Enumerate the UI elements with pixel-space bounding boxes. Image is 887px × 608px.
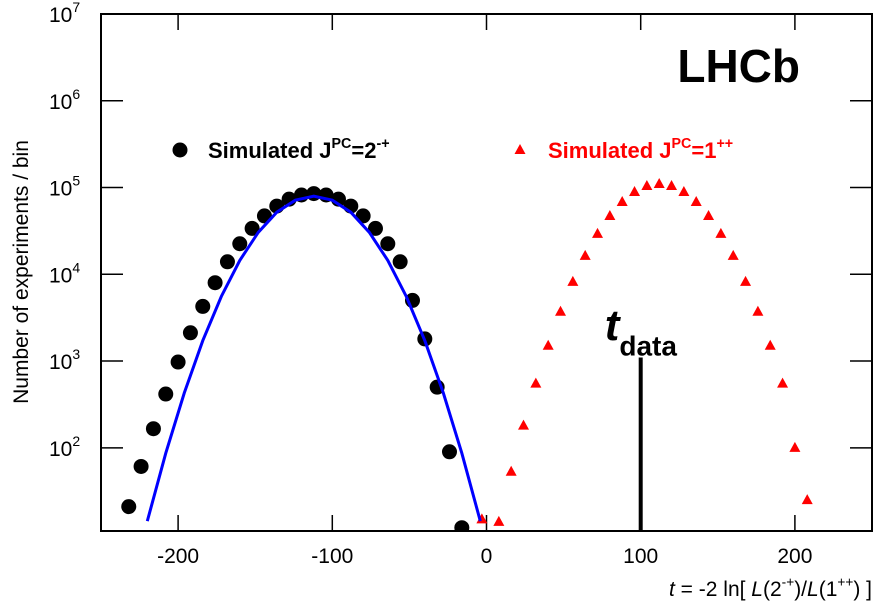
data-point <box>616 196 628 207</box>
chart-title: LHCb <box>677 40 800 92</box>
legend-label: Simulated JPC=1++ <box>548 136 733 163</box>
data-point <box>801 494 813 505</box>
legend-marker <box>514 144 526 154</box>
data-point <box>703 209 715 220</box>
plot-area <box>121 177 813 531</box>
data-point <box>567 275 579 286</box>
y-tick-base: 10 <box>49 4 72 27</box>
data-point <box>715 227 727 238</box>
data-point <box>690 196 702 207</box>
y-tick-exponent: 3 <box>72 346 80 362</box>
data-point <box>653 177 665 188</box>
text-part: data <box>619 330 677 361</box>
text-part: -+ <box>376 136 389 152</box>
text-part: Simulated J <box>208 138 331 163</box>
data-point <box>195 298 211 314</box>
y-tick-base: 10 <box>49 438 72 461</box>
data-point <box>145 421 161 437</box>
data-point <box>454 520 470 531</box>
x-axis-label: t = -2 ln[ L(2-+)/L(1++) ] <box>669 575 872 601</box>
y-tick-exponent: 5 <box>72 173 80 189</box>
y-tick-label: 107 <box>49 0 80 27</box>
x-tick-label: 100 <box>623 545 658 568</box>
y-tick-base: 10 <box>49 91 72 114</box>
data-point <box>789 441 801 452</box>
data-point <box>666 180 678 191</box>
data-point <box>182 325 198 341</box>
data-point <box>121 499 137 515</box>
text-part: t <box>669 578 676 601</box>
y-tick-label: 102 <box>49 433 80 461</box>
text-part: PC <box>671 136 691 152</box>
y-axis-label: Number of experiments / bin <box>10 140 33 404</box>
text-part: (1 <box>819 578 838 601</box>
data-point <box>133 458 149 474</box>
data-point <box>158 386 174 402</box>
data-point <box>740 275 752 286</box>
data-point <box>604 209 616 220</box>
data-point <box>380 236 396 252</box>
y-tick-label: 106 <box>49 86 80 114</box>
x-tick-label: 200 <box>777 545 812 568</box>
y-tick-exponent: 2 <box>72 433 80 449</box>
data-point <box>752 305 764 316</box>
data-point <box>232 236 248 252</box>
data-point <box>641 180 653 191</box>
data-point <box>244 220 260 236</box>
data-point <box>505 465 517 476</box>
text-part: L <box>751 578 763 601</box>
annotation-label: tdata <box>605 301 678 361</box>
y-tick-exponent: 4 <box>72 259 80 275</box>
fit-line <box>145 194 482 522</box>
data-point <box>530 377 542 388</box>
data-point <box>441 444 457 460</box>
data-point <box>518 419 530 430</box>
y-tick-exponent: 6 <box>72 86 80 102</box>
data-point <box>367 220 383 236</box>
text-part: ++ <box>716 136 733 152</box>
data-point <box>579 249 591 260</box>
x-tick-label: 0 <box>481 545 493 568</box>
data-point <box>678 186 690 197</box>
data-point <box>493 515 505 526</box>
y-tick-base: 10 <box>49 264 72 287</box>
text-part: (2 <box>763 578 782 601</box>
text-part: =2 <box>351 138 376 163</box>
y-tick-label: 104 <box>49 259 80 287</box>
legend-label: Simulated JPC=2-+ <box>208 136 390 163</box>
text-part: -+ <box>782 575 795 590</box>
data-point <box>764 339 776 350</box>
data-point <box>727 249 739 260</box>
data-point <box>207 275 223 291</box>
text-part: ++ <box>837 575 853 590</box>
data-point <box>542 339 554 350</box>
data-point <box>219 254 235 270</box>
data-point <box>555 305 567 316</box>
y-tick-exponent: 7 <box>72 0 80 15</box>
y-tick-label: 105 <box>49 173 80 201</box>
data-point <box>629 186 641 197</box>
data-point <box>392 254 408 270</box>
text-part: )/ <box>794 578 807 601</box>
data-point <box>170 354 186 370</box>
x-tick-label: -200 <box>157 545 199 568</box>
y-tick-label: 103 <box>49 346 80 374</box>
legend-marker <box>172 142 188 158</box>
text-part: t <box>605 301 622 350</box>
text-part: =1 <box>691 138 716 163</box>
x-tick-label: -100 <box>311 545 353 568</box>
text-part: Simulated J <box>548 138 671 163</box>
text-part: = -2 ln[ <box>675 578 751 601</box>
y-tick-base: 10 <box>49 351 72 374</box>
data-point <box>777 377 789 388</box>
y-tick-base: 10 <box>49 178 72 201</box>
data-point <box>592 227 604 238</box>
text-part: PC <box>331 136 351 152</box>
text-part: ) ] <box>853 578 872 601</box>
text-part: L <box>807 578 819 601</box>
